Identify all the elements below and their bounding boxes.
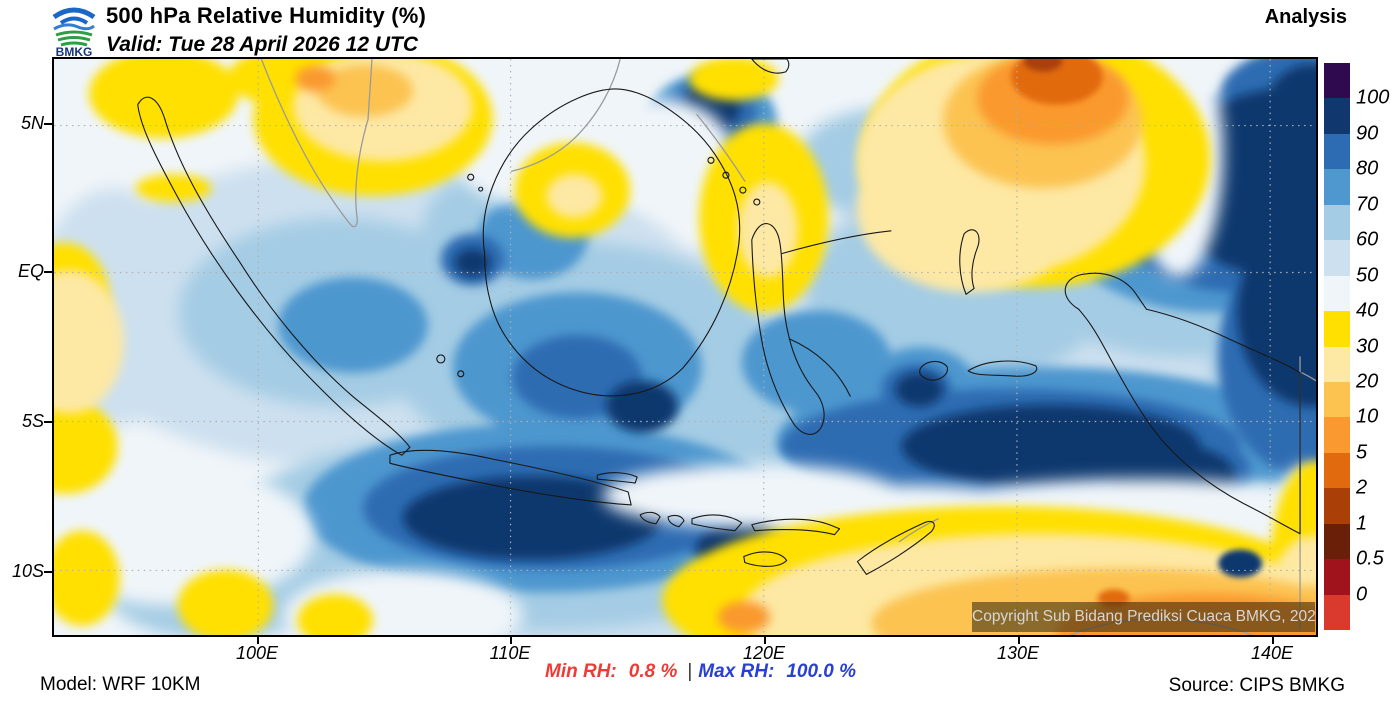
colorbar-segment <box>1324 452 1350 489</box>
min-rh-label: Min RH: <box>545 661 617 682</box>
copyright-notice: Copyright Sub Bidang Prediksi Cuaca BMKG… <box>972 602 1316 632</box>
colorbar-segment <box>1324 523 1350 560</box>
colorbar-segment <box>1324 594 1350 630</box>
colorbar-segment <box>1324 204 1350 241</box>
colorbar-label: 70 <box>1356 193 1379 216</box>
x-tick <box>764 637 766 644</box>
x-tick <box>510 637 512 644</box>
x-tick-label: 100E <box>235 643 279 663</box>
colorbar-label: 0 <box>1356 583 1368 606</box>
colorbar-segments <box>1324 63 1350 630</box>
y-tick <box>44 571 52 573</box>
colorbar-label: 5 <box>1356 441 1368 464</box>
colorbar-segment <box>1324 488 1350 524</box>
max-rh-value: 100.0 % <box>786 661 857 682</box>
x-tick <box>1272 637 1274 644</box>
bmkg-logo: BMKG <box>52 7 96 58</box>
colorbar-label: 90 <box>1356 122 1379 145</box>
max-rh-label: Max RH: <box>698 661 775 682</box>
y-tick-label: 5N <box>20 113 44 133</box>
page-title: 500 hPa Relative Humidity (%) <box>106 3 427 28</box>
model-label: Model: WRF 10KM <box>40 674 201 695</box>
colorbar-label: 20 <box>1356 370 1379 393</box>
colorbar-label: 80 <box>1356 157 1379 180</box>
min-rh-value: 0.8 % <box>628 661 678 682</box>
y-tick <box>44 271 52 273</box>
colorbar-labels: 100 90 80 70 60 50 40 30 20 10 5 2 1 0.5 0 <box>1356 63 1400 630</box>
bmkg-logo-text: BMKG <box>56 45 93 58</box>
colorbar-segment <box>1324 381 1350 418</box>
colorbar-label: 1 <box>1356 512 1368 535</box>
minmax-separator: | <box>687 661 693 682</box>
x-tick-label: 130E <box>996 643 1040 663</box>
rh-contour-field <box>54 59 1316 635</box>
y-tick-label: EQ <box>17 261 44 281</box>
colorbar-segment <box>1324 169 1350 205</box>
colorbar-segment <box>1324 98 1350 134</box>
colorbar-segment <box>1324 311 1350 347</box>
y-tick-label: 10S <box>11 561 44 581</box>
colorbar-segment <box>1324 559 1350 595</box>
minmax-readout: Min RH: 0.8 % | Max RH: 100.0 % <box>545 661 856 683</box>
colorbar-label: 2 <box>1356 476 1368 499</box>
y-tick <box>44 123 52 125</box>
x-tick <box>257 637 259 644</box>
indonesia-coastlines <box>137 59 1301 575</box>
x-tick-label: 110E <box>489 643 531 663</box>
valid-time: Valid: Tue 28 April 2026 12 UTC <box>106 33 419 56</box>
x-tick-label: 120E <box>742 643 786 663</box>
y-tick <box>44 421 52 423</box>
colorbar-label: 50 <box>1356 264 1379 287</box>
map-area: Copyright Sub Bidang Prediksi Cuaca BMKG… <box>52 57 1318 637</box>
colorbar-label: 60 <box>1356 228 1379 251</box>
source-label: Source: CIPS BMKG <box>1168 675 1345 696</box>
colorbar-segment <box>1324 346 1350 382</box>
y-tick-label: 5S <box>21 411 44 431</box>
colorbar-segment <box>1324 417 1350 453</box>
colorbar-label: 40 <box>1356 299 1379 322</box>
analysis-label: Analysis <box>1264 6 1347 28</box>
x-tick <box>1018 637 1020 644</box>
colorbar-segment <box>1324 63 1350 99</box>
title-block: 500 hPa Relative Humidity (%) Valid: Tue… <box>106 3 426 57</box>
colorbar-label: 100 <box>1356 86 1390 109</box>
colorbar-label: 30 <box>1356 335 1379 357</box>
graticule <box>54 59 1316 635</box>
colorbar-label: 0.5 <box>1356 547 1384 570</box>
colorbar-segment <box>1324 240 1350 276</box>
colorbar-segment <box>1324 133 1350 170</box>
colorbar-segment <box>1324 275 1350 312</box>
colorbar-label: 10 <box>1356 405 1379 428</box>
x-tick-label: 140E <box>1250 643 1294 663</box>
